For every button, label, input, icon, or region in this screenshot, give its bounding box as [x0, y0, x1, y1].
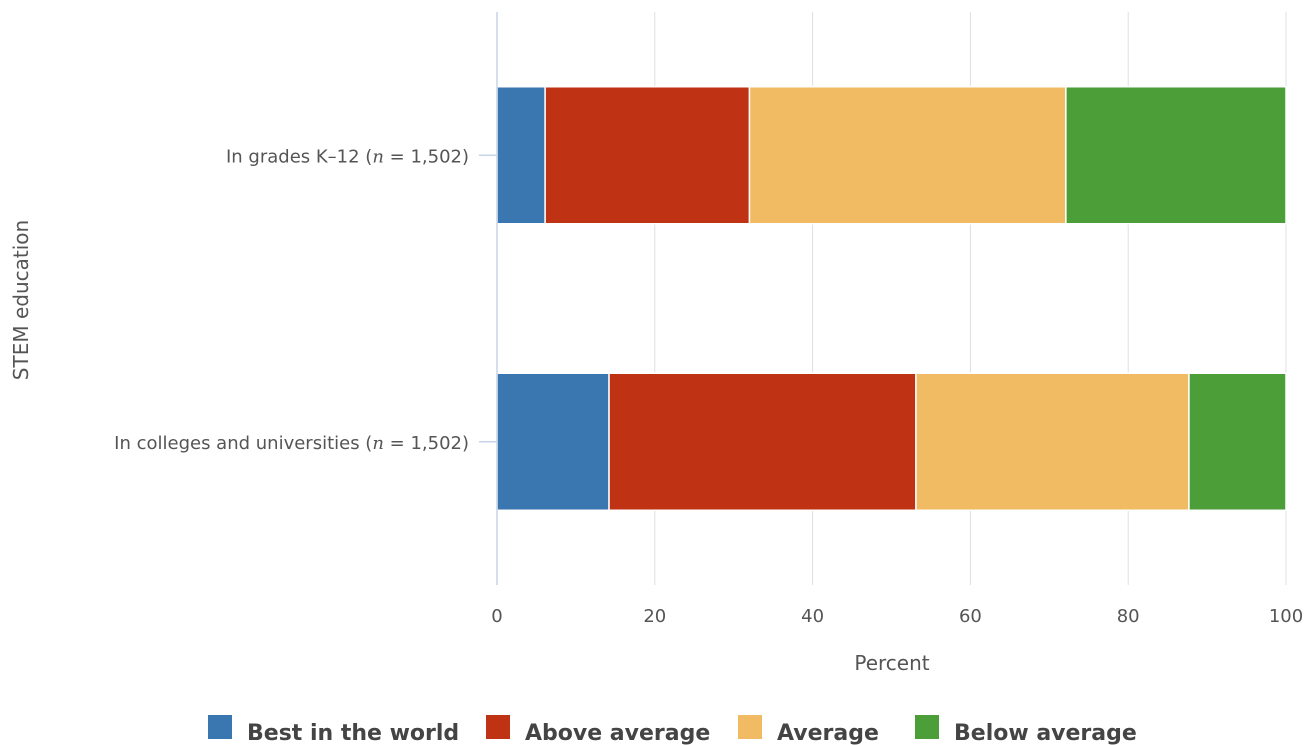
legend-item-best-in-the-world: Best in the world — [208, 715, 459, 745]
x-tick-label: 40 — [801, 606, 824, 627]
x-tick-label: 80 — [1117, 606, 1140, 627]
legend-label: Above average — [525, 721, 710, 745]
category-label: In colleges and universities (n = 1,502) — [114, 433, 469, 454]
legend-item-below-average: Below average — [915, 715, 1137, 745]
x-tick-label: 60 — [959, 606, 982, 627]
bar-above-average — [608, 372, 917, 511]
legend-swatch — [915, 715, 939, 739]
x-axis-title: Percent — [854, 651, 929, 675]
legend-swatch — [738, 715, 762, 739]
bar-above-average — [544, 86, 751, 225]
bar-best-in-the-world — [496, 86, 546, 225]
category-labels: In grades K–12 (n = 1,502) In colleges an… — [114, 146, 469, 454]
category-label: In grades K–12 (n = 1,502) — [226, 146, 469, 167]
axes — [479, 12, 498, 585]
bar-average — [748, 86, 1067, 225]
bar-average — [915, 372, 1190, 511]
legend-label: Below average — [954, 721, 1137, 745]
x-tick-label: 0 — [491, 606, 502, 627]
legend-label: Average — [777, 721, 879, 745]
bar-below-average — [1188, 372, 1287, 511]
bars — [496, 86, 1287, 511]
x-tick-label: 20 — [643, 606, 666, 627]
x-tick-labels: 0 20 40 60 80 100 — [491, 606, 1303, 627]
legend-item-above-average: Above average — [486, 715, 710, 745]
bar-best-in-the-world — [496, 372, 610, 511]
legend-swatch — [208, 715, 232, 739]
bar-below-average — [1065, 86, 1287, 225]
legend-swatch — [486, 715, 510, 739]
x-tick-label: 100 — [1269, 606, 1303, 627]
legend: Best in the world Above average Average Bel… — [208, 715, 1137, 745]
legend-item-average: Average — [738, 715, 879, 745]
legend-label: Best in the world — [247, 721, 459, 745]
y-axis-title: STEM education — [9, 220, 33, 380]
